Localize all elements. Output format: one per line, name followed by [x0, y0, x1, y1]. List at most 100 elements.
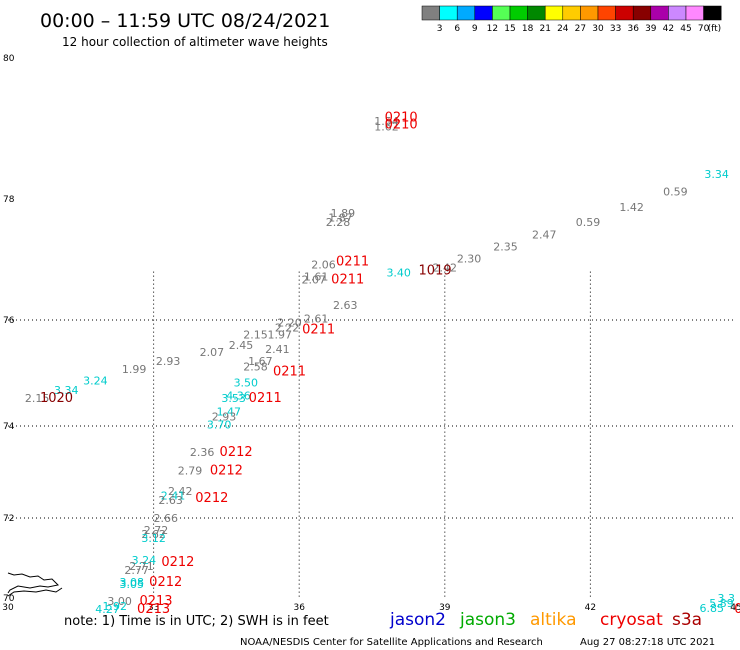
mission-label-cryosat: cryosat: [600, 610, 663, 630]
wave-height-label: 3.34: [54, 384, 79, 397]
scale-swatch: [597, 5, 616, 21]
scale-swatch: [562, 5, 581, 21]
wave-height-label: 3.40: [386, 266, 411, 279]
pass-time-label: 1020: [40, 391, 73, 406]
wave-height-label: 3.53: [221, 392, 246, 405]
lon-tick-label: 33: [148, 603, 159, 613]
mission-label-jason2: jason2: [389, 610, 446, 630]
scale-value-label: 45: [680, 24, 691, 34]
footnote: note: 1) Time is in UTC; 2) SWH is in fe…: [64, 614, 329, 629]
pass-time-label: 0213: [139, 594, 172, 609]
scale-swatch: [668, 5, 687, 21]
wave-height-label: 2.22: [275, 322, 300, 335]
wave-height-label: 3.12: [141, 532, 166, 545]
wave-height-label: 2.45: [229, 339, 254, 352]
wave-height-label: 1.92: [103, 600, 128, 613]
wave-height-label: 2.58: [243, 360, 268, 373]
pass-time-label: 0212: [161, 555, 194, 570]
scale-value-label: 70: [698, 24, 710, 34]
scale-swatch: [456, 5, 476, 21]
scale-value-label: 33: [610, 24, 621, 34]
pass-time-label: 0210: [385, 118, 418, 133]
wave-height-label: 2.41: [265, 343, 290, 356]
wave-height-label: 2.06: [311, 259, 336, 272]
pass-time-label: 1019: [419, 264, 452, 279]
scale-value-label: 9: [472, 24, 478, 34]
wave-height-label: 2.41: [161, 490, 186, 503]
scale-value-label: 12: [487, 24, 498, 34]
lat-tick-label: 80: [3, 54, 15, 64]
lat-tick-label: 78: [3, 195, 15, 205]
wave-height-label: 2.47: [532, 228, 557, 241]
pass-time-label: 0211: [331, 273, 364, 288]
scale-value-label: 15: [504, 24, 515, 34]
scale-value-label: 30: [592, 24, 604, 34]
wave-height-label: 1.62: [374, 121, 399, 134]
wave-height-label: 3.34: [704, 168, 729, 181]
scale-swatch: [615, 5, 634, 21]
scale-swatch: [685, 5, 704, 21]
scale-value-label: 24: [557, 24, 569, 34]
wave-height-label: 1.61: [304, 271, 329, 284]
wave-height-label: 2.61: [304, 313, 329, 326]
wave-height-label: 0.59: [576, 216, 601, 229]
wave-height-label: 2.42: [168, 485, 193, 498]
lat-lon-grid: [8, 271, 736, 598]
wave-height-label: 5.89: [709, 597, 734, 610]
wave-height-label: 2.63: [158, 494, 183, 507]
wave-height-label: 3.08: [120, 576, 145, 589]
wave-height-label: 4.36: [226, 390, 251, 403]
wave-height-label: 3.24: [83, 375, 108, 388]
scale-value-label: 27: [575, 24, 586, 34]
scale-value-label: 21: [539, 24, 550, 34]
pass-time-label: 0212: [220, 445, 253, 460]
lat-tick-label: 74: [3, 422, 15, 432]
wave-height-label: 3.24: [132, 554, 157, 567]
mission-label-altika: altika: [530, 610, 577, 630]
map-title: 00:00 – 11:59 UTC 08/24/2021: [40, 10, 330, 32]
scale-swatch: [650, 5, 669, 21]
wave-height-label: 2.28: [326, 216, 351, 229]
wave-height-label: 6.85: [699, 602, 724, 615]
wave-height-label: 2.66: [153, 512, 178, 525]
wave-height-label: 2.30: [457, 253, 482, 266]
scale-value-label: 42: [663, 24, 674, 34]
lat-tick-label: 76: [3, 316, 15, 326]
wave-height-label: 2.72: [144, 524, 169, 537]
wave-height-label: 3.3: [718, 592, 736, 605]
wave-height-label: 2.93: [212, 411, 237, 424]
wave-height-marks: 1.541.621.891.872.282.061.612.072.632.61…: [25, 110, 740, 617]
wave-height-label: 3.05: [120, 578, 145, 591]
wave-height-label: 3.50: [234, 376, 259, 389]
lon-tick-label: 45: [730, 603, 740, 613]
wave-height-label: 1.54: [374, 115, 399, 128]
scale-swatch: [544, 5, 564, 21]
scale-swatch: [421, 5, 440, 21]
wave-height-label: 1.42: [619, 201, 644, 214]
pass-time-label: 0210: [385, 110, 418, 125]
pass-time-label: 0212: [210, 463, 243, 478]
wave-height-label: 2.15: [25, 392, 50, 405]
mission-legend: jason2 jason3 altika cryosat s3a: [389, 610, 702, 630]
wave-height-label: 1.89: [331, 207, 356, 220]
wave-height-label: 1.99: [122, 363, 147, 376]
wave-height-label: 1.67: [248, 355, 273, 368]
scale-value-label: 39: [645, 24, 657, 34]
mission-label-s3a: s3a: [672, 610, 702, 630]
wave-height-label: 2.07: [200, 346, 225, 359]
wave-height-label: 2.79: [178, 464, 203, 477]
scale-swatch: [509, 5, 528, 21]
pass-time-label: 0211: [336, 255, 369, 270]
scale-value-label: 18: [522, 24, 534, 34]
wave-height-label: 2.42: [433, 262, 458, 275]
pass-time-label: 0211: [249, 391, 282, 406]
wave-height-label: 2.20: [277, 316, 302, 329]
wave-height-label: 2.71: [129, 560, 154, 573]
color-scale-legend: 3 6 9 12 15 18 21 24 27 30 33 36 39 42 45 70(ft): [421, 5, 722, 34]
lat-tick-label: 70: [3, 594, 15, 604]
scale-swatch: [527, 5, 546, 21]
wave-height-label: 2.93: [156, 355, 181, 368]
scale-swatch: [439, 5, 458, 21]
